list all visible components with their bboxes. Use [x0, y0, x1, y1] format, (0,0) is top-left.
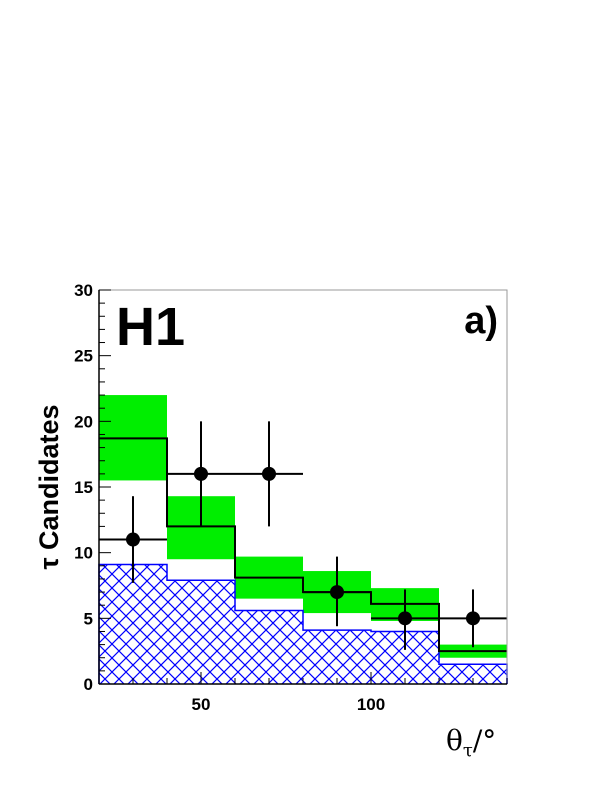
data-point [330, 585, 344, 600]
background-hatched-bar [439, 664, 507, 684]
y-tick-label: 20 [74, 412, 93, 431]
y-tick-label: 10 [74, 544, 93, 563]
y-axis-label: τ Candidates [34, 404, 64, 569]
y-tick-label: 0 [84, 675, 93, 694]
x-tick-label: 100 [357, 695, 385, 714]
background-hatched-bar [235, 610, 303, 684]
background-hatched-bar [303, 630, 371, 684]
data-point [262, 466, 276, 481]
data-point [194, 466, 208, 481]
background-hatched-bar [167, 580, 235, 684]
y-tick-label: 5 [84, 609, 93, 628]
background-outline [98, 563, 508, 684]
data-point [466, 611, 480, 626]
y-tick-label: 15 [74, 478, 93, 497]
y-tick-label: 25 [74, 347, 93, 366]
x-axis-label: θτ/° [446, 724, 496, 761]
y-tick-label: 30 [74, 281, 93, 300]
panel-label: a) [464, 300, 498, 342]
prediction-step-line [99, 437, 507, 653]
experiment-label: H1 [116, 297, 185, 357]
x-tick-label: 50 [192, 695, 211, 714]
background-hatched-bar [99, 564, 167, 684]
data-point [398, 611, 412, 626]
data-point [126, 532, 140, 547]
